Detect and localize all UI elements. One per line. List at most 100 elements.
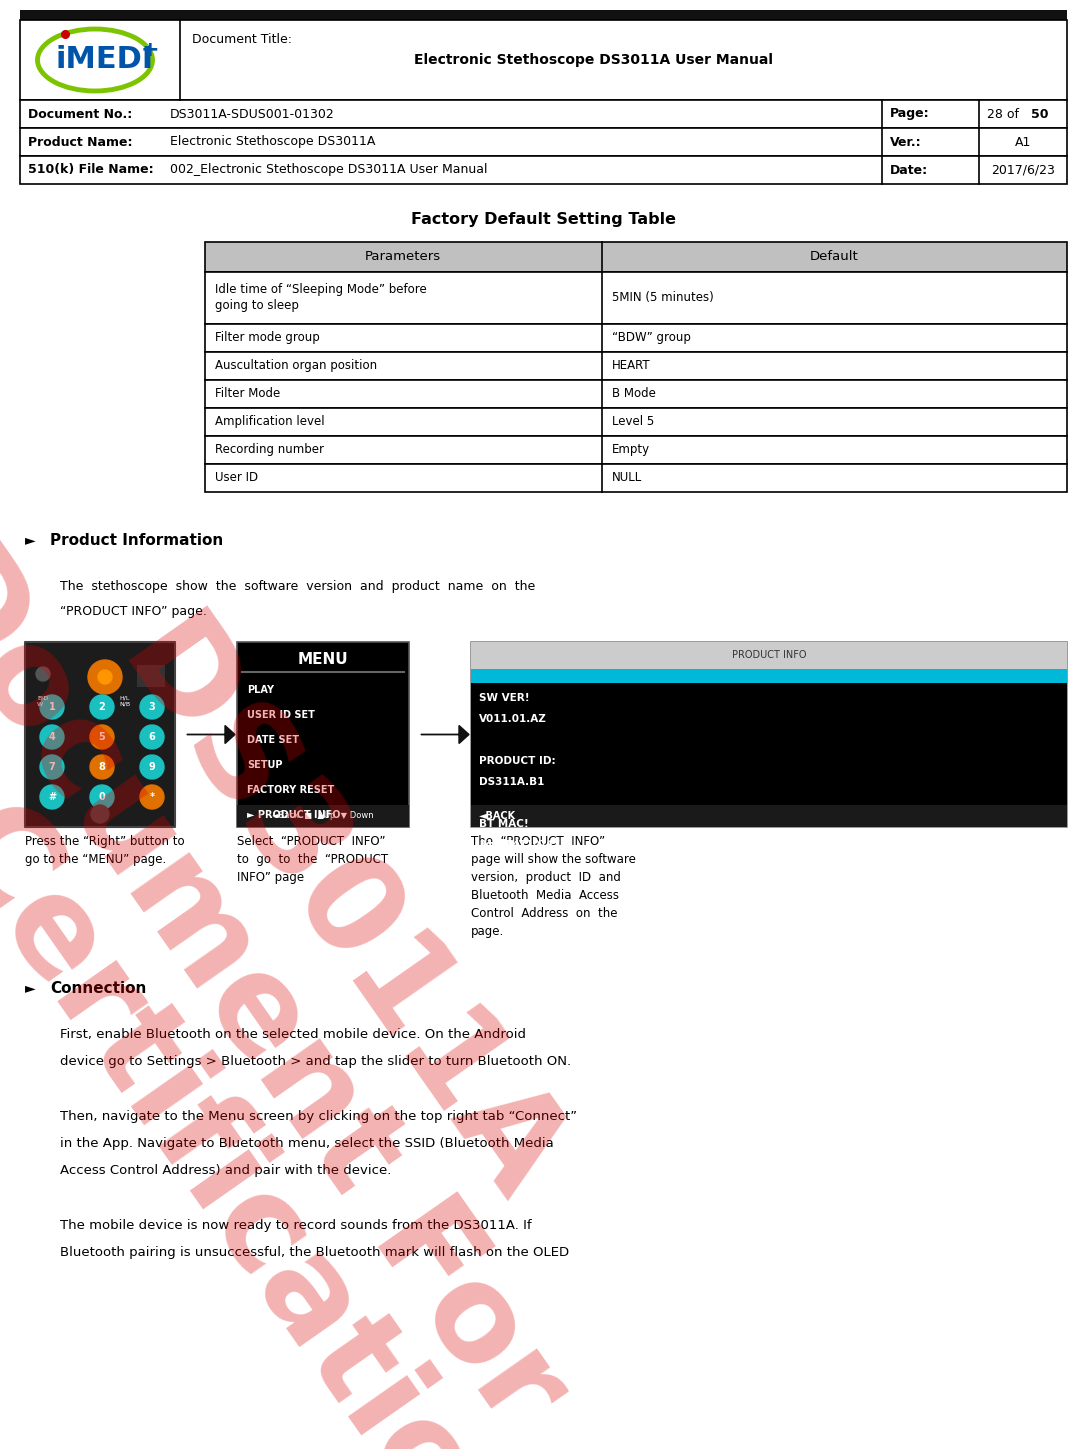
Bar	[205, 242, 1067, 272]
Text: DATE SET: DATE SET	[247, 735, 299, 745]
Text: User ID: User ID	[215, 471, 258, 484]
Circle shape	[40, 696, 64, 719]
Text: First, enable Bluetooth on the selected mobile device. On the Android: First, enable Bluetooth on the selected …	[60, 1027, 526, 1040]
Text: 0: 0	[99, 793, 105, 801]
Bar	[471, 669, 1067, 682]
Text: Date:: Date:	[890, 164, 928, 177]
Text: “PRODUCT INFO” page.: “PRODUCT INFO” page.	[60, 606, 207, 619]
Bar	[205, 409, 1067, 436]
Text: 002_Electronic Stethoscope DS3011A User Manual: 002_Electronic Stethoscope DS3011A User …	[170, 164, 487, 177]
Circle shape	[90, 755, 114, 780]
Text: ►: ►	[25, 533, 36, 548]
Text: in the App. Navigate to Bluetooth menu, select the SSID (Bluetooth Media: in the App. Navigate to Bluetooth menu, …	[60, 1137, 553, 1151]
Text: Idle time of “Sleeping Mode” before
going to sleep: Idle time of “Sleeping Mode” before goin…	[215, 284, 427, 313]
Circle shape	[90, 696, 114, 719]
Circle shape	[40, 785, 64, 809]
Text: Electronic Stethoscope DS3011A: Electronic Stethoscope DS3011A	[170, 136, 375, 148]
Text: PRODUCT INFO: PRODUCT INFO	[732, 651, 807, 661]
Text: 4: 4	[49, 732, 55, 742]
Text: Select  “PRODUCT  INFO”: Select “PRODUCT INFO”	[237, 835, 386, 848]
Text: Product Information: Product Information	[50, 533, 223, 548]
Text: B/D
W: B/D W	[37, 696, 48, 707]
Circle shape	[90, 724, 114, 749]
Text: 5: 5	[99, 732, 105, 742]
Text: Bluetooth pairing is unsuccessful, the Bluetooth mark will flash on the OLED: Bluetooth pairing is unsuccessful, the B…	[60, 1246, 570, 1259]
Text: ►: ►	[25, 981, 36, 995]
Text: iMEDI: iMEDI	[55, 45, 154, 74]
Text: to  go  to  the  “PRODUCT: to go to the “PRODUCT	[237, 853, 388, 867]
Text: USER ID SET: USER ID SET	[247, 710, 315, 720]
Circle shape	[40, 724, 64, 749]
Circle shape	[140, 696, 164, 719]
Circle shape	[91, 806, 109, 823]
Bar	[471, 806, 1067, 827]
Circle shape	[98, 669, 112, 684]
Text: Amplification level: Amplification level	[215, 416, 325, 429]
Bar	[205, 464, 1067, 493]
Text: The  stethoscope  show  the  software  version  and  product  name  on  the: The stethoscope show the software versio…	[60, 580, 535, 593]
Text: 28 of: 28 of	[987, 107, 1023, 120]
Bar	[205, 272, 1067, 325]
Bar	[471, 642, 1067, 669]
Text: DS311A.B1: DS311A.B1	[479, 777, 545, 787]
Circle shape	[88, 659, 122, 694]
Text: A1: A1	[1015, 136, 1032, 148]
Text: PLAY: PLAY	[247, 685, 274, 696]
Text: B Mode: B Mode	[612, 387, 655, 400]
Text: Filter Mode: Filter Mode	[215, 387, 280, 400]
Text: 510(k) File Name:: 510(k) File Name:	[28, 164, 153, 177]
Text: V011.01.AZ: V011.01.AZ	[479, 714, 547, 724]
Text: The  “PRODUCT  INFO”: The “PRODUCT INFO”	[471, 835, 605, 848]
Circle shape	[90, 785, 114, 809]
Text: device go to Settings > Bluetooth > and tap the slider to turn Bluetooth ON.: device go to Settings > Bluetooth > and …	[60, 1055, 571, 1068]
Text: Empty: Empty	[612, 443, 650, 456]
Text: 8: 8	[99, 762, 105, 772]
Circle shape	[40, 755, 64, 780]
Text: Document No.:: Document No.:	[28, 107, 133, 120]
Bar	[20, 100, 1067, 128]
Circle shape	[140, 724, 164, 749]
Bar	[237, 806, 409, 827]
Text: SW VER!: SW VER!	[479, 693, 529, 703]
Text: 9: 9	[149, 762, 155, 772]
Bar	[20, 10, 1067, 20]
Bar	[471, 682, 1067, 806]
Text: The mobile device is now ready to record sounds from the DS3011A. If: The mobile device is now ready to record…	[60, 1219, 532, 1232]
Circle shape	[140, 755, 164, 780]
Text: MENU: MENU	[298, 652, 348, 668]
Bar	[237, 642, 409, 827]
Text: 7: 7	[49, 762, 55, 772]
Bar	[20, 128, 1067, 156]
Text: version,  product  ID  and: version, product ID and	[471, 871, 621, 884]
Text: 5MIN (5 minutes): 5MIN (5 minutes)	[612, 291, 713, 304]
Text: DS3011A-SDUS001-01302: DS3011A-SDUS001-01302	[170, 107, 335, 120]
Text: Recording number: Recording number	[215, 443, 324, 456]
Bar	[205, 436, 1067, 464]
Circle shape	[140, 785, 164, 809]
Text: “BDW” group: “BDW” group	[612, 332, 690, 345]
Text: BT MAC!: BT MAC!	[479, 819, 528, 829]
Bar	[20, 20, 1067, 100]
Text: INFO” page: INFO” page	[237, 871, 304, 884]
Bar	[20, 156, 1067, 184]
Text: Bluetooth  Media  Access: Bluetooth Media Access	[471, 890, 619, 901]
Text: Factory Default Setting Table: Factory Default Setting Table	[411, 212, 676, 227]
Text: +: +	[140, 41, 160, 59]
Text: Ver.:: Ver.:	[890, 136, 922, 148]
Text: Level 5: Level 5	[612, 416, 653, 429]
Text: Control  Address  on  the: Control Address on the	[471, 907, 617, 920]
Bar	[205, 380, 1067, 409]
Text: *: *	[150, 793, 154, 801]
Text: 3: 3	[149, 701, 155, 711]
Circle shape	[36, 667, 50, 681]
Text: Page:: Page:	[890, 107, 929, 120]
Text: go to the “MENU” page.: go to the “MENU” page.	[25, 853, 166, 867]
Text: Document Title:: Document Title:	[192, 33, 292, 46]
FancyArrow shape	[421, 726, 468, 743]
Text: Parameters: Parameters	[365, 251, 441, 264]
Text: SETUP: SETUP	[247, 759, 283, 769]
Text: Default: Default	[810, 251, 859, 264]
Text: 50: 50	[1030, 107, 1049, 120]
Text: 3481F4110747: 3481F4110747	[479, 840, 560, 851]
Text: NULL: NULL	[612, 471, 641, 484]
